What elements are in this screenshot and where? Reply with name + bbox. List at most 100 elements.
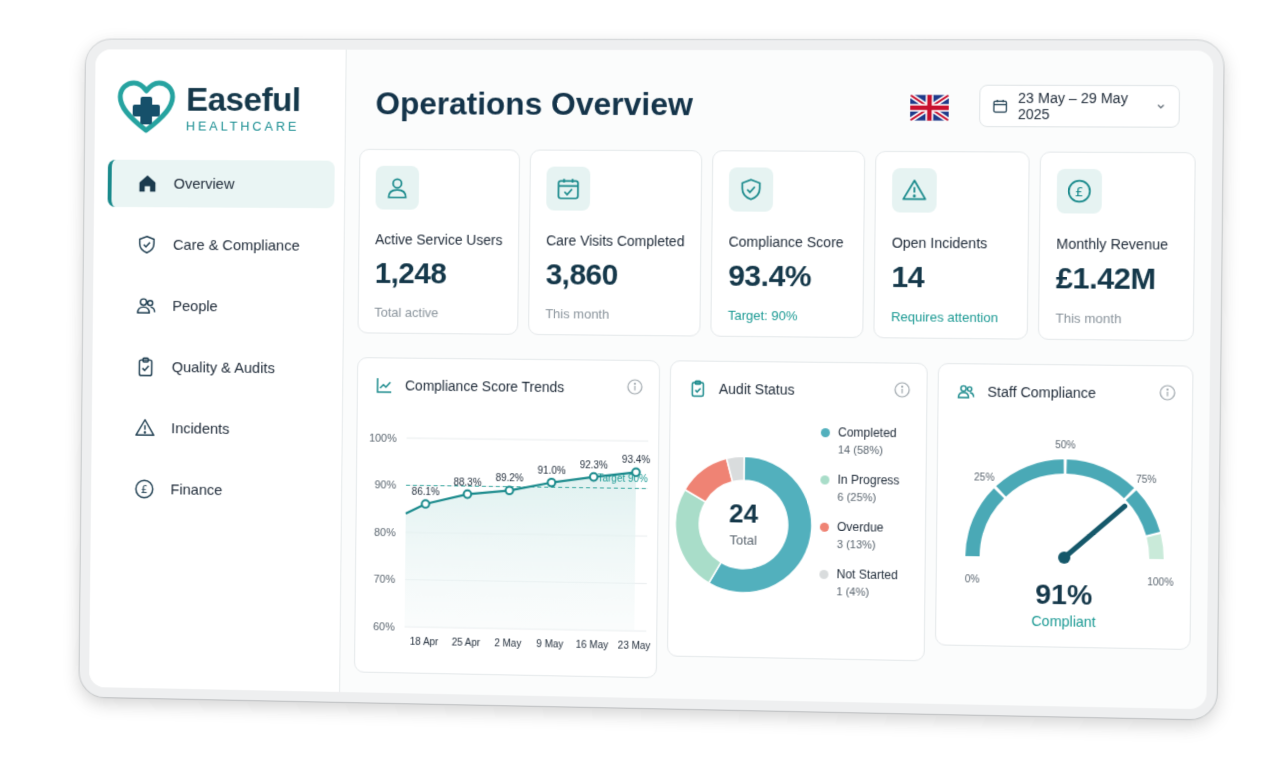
gauge-tick-label: 25% xyxy=(974,472,995,483)
kpi-card-care-visits[interactable]: Care Visits Completed 3,860 This month xyxy=(528,150,702,337)
gauge-segment-filled xyxy=(1131,495,1154,533)
compliance-trend-card: Compliance Score Trends 100% 90% 80% 70% 60%… xyxy=(354,357,660,678)
data-point[interactable] xyxy=(548,479,556,487)
legend-item-in-progress[interactable]: In Progress 6 (25%) xyxy=(820,472,921,505)
gauge-tick-label: 50% xyxy=(1055,440,1076,451)
legend-label: Not Started xyxy=(836,567,897,582)
legend-value: 1 (4%) xyxy=(836,586,920,599)
kpi-subtext: Total active xyxy=(374,305,501,321)
compliance-trend-chart: 100% 90% 80% 70% 60% 18 Apr 25 Apr 2 May 9 May 16… xyxy=(355,358,661,679)
shield-check-icon xyxy=(729,167,774,211)
gauge-segment-remaining xyxy=(1153,536,1156,559)
dashboard-window: Easeful HEALTHCARE Overview Care & Compl… xyxy=(79,40,1223,720)
shield-check-icon xyxy=(136,234,158,256)
data-point[interactable] xyxy=(506,487,514,495)
kpi-subtext: Target: 90% xyxy=(728,308,847,324)
gauge-segment-filled xyxy=(972,493,998,557)
sidebar-item-people[interactable]: People xyxy=(106,282,333,331)
data-label: 93.4% xyxy=(622,455,651,466)
date-range-picker[interactable]: 23 May – 29 May 2025 xyxy=(979,85,1180,128)
main-content: Operations Overview 23 May – 29 May 2025… xyxy=(340,50,1213,710)
gauge-tick-label: 75% xyxy=(1136,474,1157,486)
sidebar-item-finance[interactable]: £ Finance xyxy=(104,465,331,516)
data-label: 88.3% xyxy=(454,477,482,488)
data-point[interactable] xyxy=(422,500,430,508)
sidebar-item-label: People xyxy=(172,298,218,315)
staff-compliance-gauge: 0%25%50%75%100% 91% Compliant xyxy=(936,404,1194,651)
pound-icon: £ xyxy=(1057,169,1102,214)
card-title: Staff Compliance xyxy=(987,384,1096,401)
legend-label: In Progress xyxy=(837,473,899,488)
legend-swatch xyxy=(821,428,830,437)
grid-line xyxy=(407,438,649,441)
legend-swatch xyxy=(820,522,829,531)
x-tick-label: 16 May xyxy=(576,640,609,652)
y-tick-label: 100% xyxy=(369,433,397,445)
card-title: Audit Status xyxy=(719,381,795,398)
x-tick-label: 2 May xyxy=(494,638,521,650)
x-tick-label: 23 May xyxy=(618,640,651,652)
home-icon xyxy=(137,173,159,195)
clipboard-check-icon xyxy=(689,379,707,397)
legend-item-completed[interactable]: Completed 14 (58%) xyxy=(821,425,922,457)
kpi-value: 93.4% xyxy=(728,260,847,295)
svg-text:£: £ xyxy=(141,483,148,496)
sidebar: Easeful HEALTHCARE Overview Care & Compl… xyxy=(89,49,347,692)
kpi-label: Compliance Score xyxy=(728,234,847,251)
legend-swatch xyxy=(819,569,828,578)
audit-legend: Completed 14 (58%) In Progress 6 (25%) O… xyxy=(819,425,922,616)
gauge-status: Compliant xyxy=(1031,613,1096,630)
legend-value: 3 (13%) xyxy=(837,539,921,552)
data-point[interactable] xyxy=(632,468,640,476)
heart-cross-icon xyxy=(116,79,177,136)
x-tick-label: 18 Apr xyxy=(410,637,439,649)
gauge-tick-label: 100% xyxy=(1147,577,1174,589)
data-point[interactable] xyxy=(590,473,598,481)
audit-donut-chart: 24 Total xyxy=(672,423,825,626)
kpi-card-active-service-users[interactable]: Active Service Users 1,248 Total active xyxy=(357,149,520,335)
sidebar-item-overview[interactable]: Overview xyxy=(108,160,335,209)
kpi-card-monthly-revenue[interactable]: £ Monthly Revenue £1.42M This month xyxy=(1038,152,1196,342)
calendar-check-icon xyxy=(546,167,590,211)
kpi-card-compliance-score[interactable]: Compliance Score 93.4% Target: 90% xyxy=(711,150,866,338)
audit-status-card: Audit Status 24 Total Completed 14 (58%)… xyxy=(667,360,928,661)
sidebar-item-label: Finance xyxy=(170,481,222,499)
sidebar-nav: Overview Care & Compliance People Qualit… xyxy=(91,160,345,530)
brand-logo[interactable]: Easeful HEALTHCARE xyxy=(116,79,301,137)
sidebar-item-quality-audits[interactable]: Quality & Audits xyxy=(106,343,333,393)
legend-value: 6 (25%) xyxy=(837,492,921,505)
y-tick-label: 60% xyxy=(373,621,395,633)
gauge-segment-filled xyxy=(1066,467,1129,494)
chevron-down-icon xyxy=(1155,100,1167,112)
x-tick-label: 9 May xyxy=(536,639,563,651)
kpi-subtext: This month xyxy=(545,306,684,322)
kpi-value: 3,860 xyxy=(546,258,685,293)
kpi-subtext: This month xyxy=(1056,311,1177,327)
data-label: 89.2% xyxy=(495,473,523,484)
legend-label: Completed xyxy=(838,425,897,440)
uk-flag-icon[interactable] xyxy=(910,95,949,121)
legend-item-overdue[interactable]: Overdue 3 (13%) xyxy=(820,520,921,553)
kpi-label: Monthly Revenue xyxy=(1056,236,1177,253)
sidebar-item-label: Incidents xyxy=(171,420,230,437)
legend-label: Overdue xyxy=(837,520,884,535)
data-point[interactable] xyxy=(464,490,472,498)
legend-item-not-started[interactable]: Not Started 1 (4%) xyxy=(819,567,920,600)
donut-total: 24 xyxy=(729,500,759,529)
donut-slice-in-progress[interactable] xyxy=(675,489,722,583)
sidebar-item-incidents[interactable]: Incidents xyxy=(105,404,332,454)
brand-name: Easeful xyxy=(186,83,301,117)
y-tick-label: 90% xyxy=(375,480,397,492)
gauge-tick-label: 0% xyxy=(965,574,980,585)
kpi-label: Open Incidents xyxy=(892,235,1012,252)
info-icon[interactable] xyxy=(894,382,910,398)
data-label: 91.0% xyxy=(538,465,566,476)
sidebar-item-label: Overview xyxy=(174,175,235,192)
info-icon[interactable] xyxy=(1159,385,1176,401)
sidebar-item-care-compliance[interactable]: Care & Compliance xyxy=(107,221,334,270)
kpi-row: Active Service Users 1,248 Total active … xyxy=(357,149,1195,341)
kpi-card-open-incidents[interactable]: Open Incidents 14 Requires attention xyxy=(873,151,1029,340)
calendar-icon xyxy=(992,98,1007,114)
staff-compliance-card: Staff Compliance 0% 25% 50% 75% 100% 91% Com… xyxy=(935,363,1194,650)
legend-swatch xyxy=(820,475,829,484)
